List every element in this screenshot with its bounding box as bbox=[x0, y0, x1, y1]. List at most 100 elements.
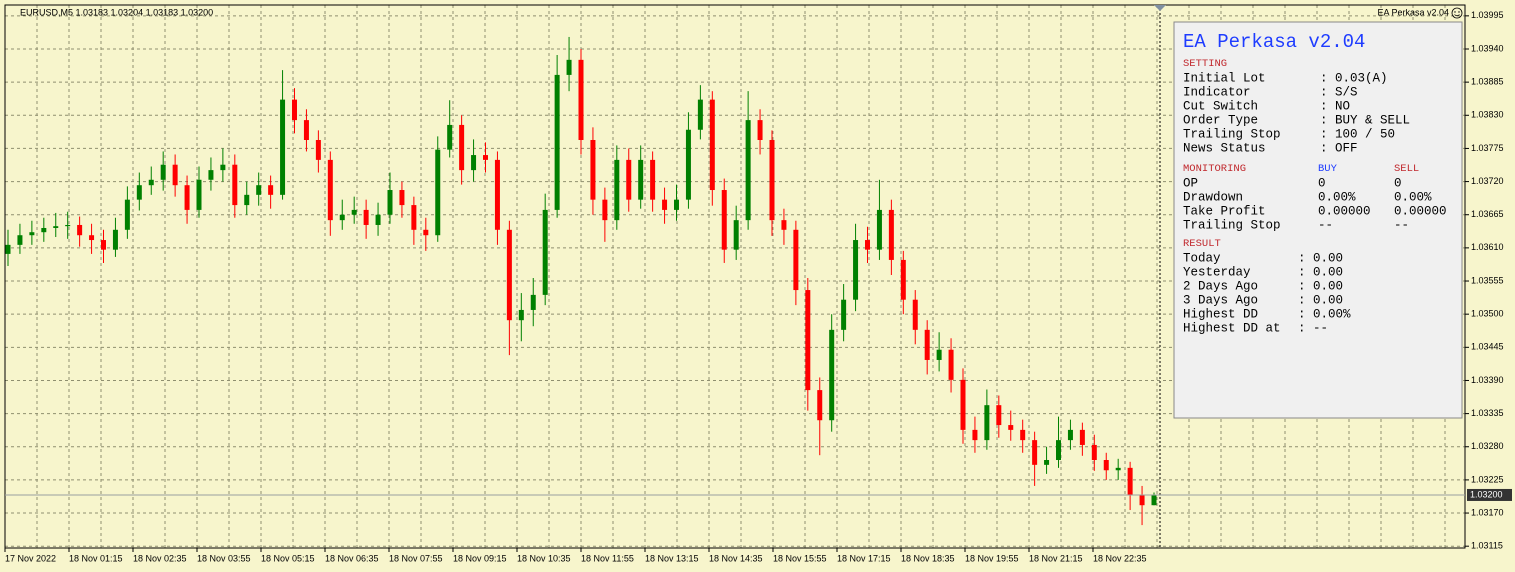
candle-body bbox=[268, 185, 274, 195]
candle-body bbox=[853, 240, 859, 300]
candles bbox=[5, 36, 1157, 526]
candle-body bbox=[459, 124, 465, 171]
candle-body bbox=[518, 309, 524, 321]
sell-heading: SELL bbox=[1394, 163, 1419, 175]
candle-body bbox=[972, 429, 978, 441]
x-tick-label: 18 Nov 18:35 bbox=[901, 553, 955, 563]
candle-body bbox=[411, 205, 417, 230]
monitor-buy: -- bbox=[1318, 218, 1333, 232]
setting-value: : BUY & SELL bbox=[1320, 113, 1410, 127]
symbol-info: EURUSD,M5 1.03183 1.03204 1.03183 1.0320… bbox=[20, 7, 213, 17]
candle-body bbox=[136, 185, 142, 200]
candle-body bbox=[292, 99, 297, 121]
candle-body bbox=[65, 224, 71, 227]
y-tick-label: 1.03170 bbox=[1471, 507, 1504, 517]
candle-body bbox=[912, 299, 918, 330]
candle-body bbox=[1044, 460, 1050, 465]
monitor-label: Take Profit bbox=[1183, 204, 1266, 218]
candle-body bbox=[530, 294, 536, 310]
section-heading: RESULT bbox=[1183, 238, 1221, 250]
candle-body bbox=[77, 224, 83, 236]
candle-body bbox=[1115, 467, 1121, 471]
candle-body bbox=[542, 209, 548, 295]
result-label: 3 Days Ago bbox=[1183, 293, 1258, 307]
candle-body bbox=[208, 170, 214, 180]
candle-body bbox=[89, 235, 95, 241]
candle-body bbox=[578, 59, 584, 140]
candle-body bbox=[339, 214, 345, 221]
setting-label: Initial Lot bbox=[1183, 71, 1266, 85]
setting-label: Cut Switch bbox=[1183, 99, 1258, 113]
smiley-icon bbox=[1451, 7, 1463, 19]
candle-body bbox=[387, 190, 393, 215]
x-tick-label: 18 Nov 10:35 bbox=[517, 553, 571, 563]
candle-body bbox=[256, 185, 262, 195]
panel-box bbox=[1173, 21, 1463, 419]
y-tick-label: 1.03775 bbox=[1471, 143, 1504, 153]
candle-body bbox=[948, 349, 954, 380]
candle-body bbox=[805, 290, 811, 391]
candle-body bbox=[566, 59, 572, 75]
y-tick-label: 1.03830 bbox=[1471, 110, 1504, 120]
candle-body bbox=[483, 155, 488, 160]
setting-value: : 100 / 50 bbox=[1320, 127, 1395, 141]
result-value: : -- bbox=[1298, 321, 1328, 335]
monitor-label: Drawdown bbox=[1183, 190, 1243, 204]
y-tick-label: 1.03390 bbox=[1471, 375, 1504, 385]
candle-body bbox=[220, 164, 226, 171]
candle-body bbox=[865, 240, 870, 250]
y-tick-label: 1.03995 bbox=[1471, 10, 1504, 20]
candle-body bbox=[602, 199, 608, 221]
result-value: : 0.00 bbox=[1298, 251, 1343, 265]
setting-label: News Status bbox=[1183, 141, 1266, 155]
candle-body bbox=[1079, 429, 1085, 445]
candle-body bbox=[315, 139, 321, 160]
candle-body bbox=[471, 155, 477, 171]
y-tick-label: 1.03610 bbox=[1471, 242, 1504, 252]
candle-body bbox=[160, 164, 166, 180]
candle-body bbox=[17, 235, 23, 245]
y-tick-label: 1.03720 bbox=[1471, 176, 1504, 186]
candle-body bbox=[5, 244, 11, 254]
candle-body bbox=[817, 390, 823, 421]
current-price-label: 1.03200 bbox=[1470, 489, 1503, 499]
candle-body bbox=[184, 185, 190, 210]
candle-body bbox=[638, 159, 644, 200]
candle-body bbox=[984, 405, 990, 441]
y-tick-label: 1.03500 bbox=[1471, 309, 1504, 319]
result-label: Yesterday bbox=[1183, 265, 1251, 279]
candle-body bbox=[733, 220, 739, 250]
setting-label: Trailing Stop bbox=[1183, 127, 1281, 141]
candle-body bbox=[1020, 429, 1026, 441]
candle-body bbox=[745, 120, 751, 221]
candle-body bbox=[900, 259, 906, 300]
grid bbox=[5, 5, 1465, 548]
current-price-box bbox=[1467, 488, 1512, 501]
candle-body bbox=[650, 159, 656, 200]
x-tick-label: 18 Nov 03:55 bbox=[197, 553, 251, 563]
candle-body bbox=[769, 139, 775, 221]
candle-body bbox=[280, 99, 286, 195]
candle-body bbox=[303, 120, 309, 140]
setting-label: Order Type bbox=[1183, 113, 1258, 127]
result-value: : 0.00% bbox=[1298, 307, 1351, 321]
x-tick-label: 18 Nov 11:55 bbox=[581, 553, 634, 563]
candle-body bbox=[232, 164, 238, 206]
candle-body bbox=[721, 190, 727, 250]
result-value: : 0.00 bbox=[1298, 293, 1343, 307]
monitor-sell: 0.00000 bbox=[1394, 204, 1447, 218]
candle-body bbox=[101, 240, 106, 250]
candle-body bbox=[423, 229, 429, 236]
y-tick-label: 1.03555 bbox=[1471, 275, 1504, 285]
candle-body bbox=[697, 99, 703, 130]
candle-body bbox=[244, 194, 250, 206]
candle-body bbox=[662, 199, 668, 210]
candle-body bbox=[41, 227, 47, 233]
plot-border bbox=[4, 4, 1466, 549]
candle-body bbox=[1056, 440, 1061, 461]
candle-body bbox=[793, 229, 799, 291]
setting-value: : 0.03(A) bbox=[1320, 71, 1388, 85]
